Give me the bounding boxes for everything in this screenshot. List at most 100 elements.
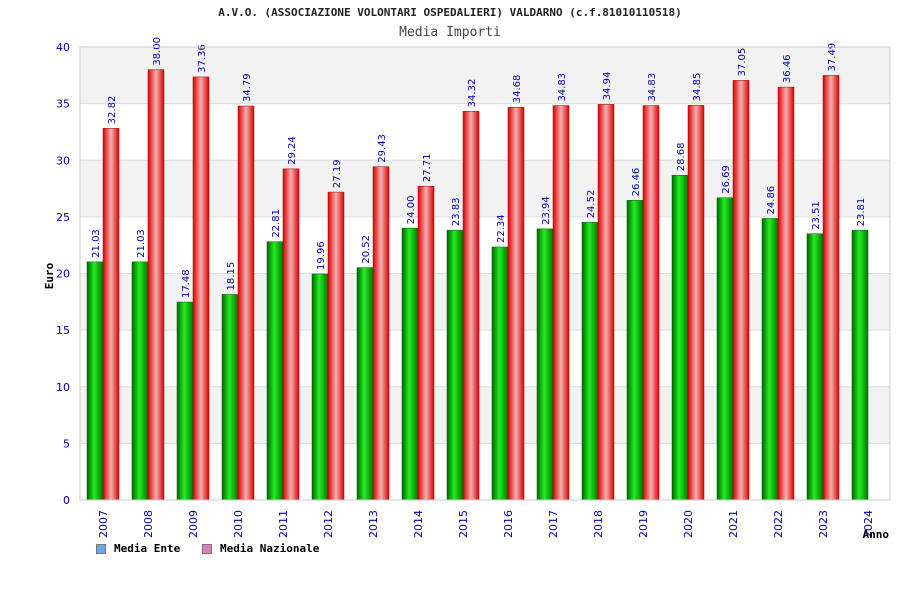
data-label: 17.48 — [181, 269, 192, 298]
data-label: 34.83 — [557, 73, 568, 102]
x-tick-label: 2007 — [97, 510, 110, 538]
y-tick-label: 20 — [56, 268, 70, 281]
data-label: 34.83 — [647, 73, 658, 102]
plot-band — [80, 47, 890, 104]
data-label: 34.68 — [512, 75, 523, 104]
plot-band — [80, 330, 890, 387]
plot-band — [80, 386, 890, 444]
data-label: 37.05 — [737, 48, 748, 77]
data-label: 23.83 — [451, 197, 462, 226]
y-tick-label: 30 — [56, 154, 70, 167]
data-label: 34.85 — [692, 73, 703, 102]
x-tick-label: 2012 — [322, 510, 335, 538]
x-tick-label: 2009 — [187, 510, 200, 538]
data-label: 27.19 — [332, 159, 343, 188]
bar-media-nazionale — [102, 128, 120, 501]
y-tick-label: 35 — [56, 98, 70, 111]
bar-media-nazionale — [327, 191, 345, 501]
bar-media-nazionale — [777, 86, 795, 501]
bar-media-ente — [266, 241, 284, 501]
y-tick-label: 5 — [63, 437, 70, 450]
data-label: 24.52 — [586, 190, 597, 219]
bar-media-ente — [311, 273, 329, 501]
data-label: 23.51 — [811, 201, 822, 230]
bar-media-ente — [581, 222, 599, 501]
bar-media-nazionale — [147, 69, 165, 501]
bar-media-nazionale — [552, 105, 570, 501]
legend-swatch-media-nazionale — [202, 543, 212, 554]
bar-media-nazionale — [462, 111, 480, 501]
x-tick-label: 2014 — [412, 510, 425, 538]
x-tick-label: 2017 — [547, 510, 560, 538]
x-axis-label: Anno — [863, 528, 890, 541]
bar-media-ente — [491, 246, 509, 501]
chart-subtitle: Media Importi — [399, 25, 501, 40]
bar-media-ente — [536, 228, 554, 501]
plot-band — [80, 216, 890, 274]
plot-band — [80, 443, 890, 500]
bar-media-ente — [401, 227, 419, 501]
bar-media-ente — [176, 301, 194, 501]
plot-frame — [79, 46, 891, 501]
x-tick-label: 2018 — [592, 510, 605, 538]
plot-band — [80, 103, 890, 161]
bar-media-ente — [671, 174, 689, 501]
bar-media-ente — [86, 261, 104, 501]
bar-media-nazionale — [507, 106, 525, 501]
bar-media-nazionale — [372, 166, 390, 501]
y-tick-label: 25 — [56, 211, 70, 224]
data-label: 22.81 — [271, 209, 282, 238]
data-label: 36.46 — [782, 54, 793, 83]
x-tick-label: 2013 — [367, 510, 380, 538]
data-label: 18.15 — [226, 262, 237, 291]
x-tick-label: 2016 — [502, 510, 515, 538]
y-tick-label: 15 — [56, 324, 70, 337]
data-label: 23.81 — [856, 198, 867, 227]
x-tick-label: 2011 — [277, 510, 290, 538]
bar-media-ente — [851, 230, 869, 501]
x-tick-label: 2020 — [682, 510, 695, 538]
data-label: 34.94 — [602, 72, 613, 101]
plot-band — [80, 273, 890, 331]
data-label: 26.46 — [631, 168, 642, 197]
data-label: 27.71 — [422, 154, 433, 183]
bar-media-ente — [221, 294, 239, 501]
bar-media-nazionale — [732, 80, 750, 501]
x-tick-label: 2010 — [232, 510, 245, 538]
data-label: 24.86 — [766, 186, 777, 215]
bar-media-nazionale — [822, 75, 840, 501]
legend-swatch-media-ente — [96, 543, 106, 554]
data-label: 21.03 — [91, 229, 102, 258]
bar-media-ente — [626, 200, 644, 501]
y-axis-label: Euro — [43, 262, 56, 289]
data-label: 37.36 — [197, 44, 208, 73]
chart-title: A.V.O. (ASSOCIAZIONE VOLONTARI OSPEDALIE… — [218, 6, 682, 19]
data-label: 26.69 — [721, 165, 732, 194]
bar-media-nazionale — [282, 168, 300, 501]
plot-band — [80, 160, 890, 217]
x-tick-label: 2015 — [457, 510, 470, 538]
legend-label-media-ente: Media Ente — [114, 542, 181, 555]
data-label: 23.94 — [541, 196, 552, 225]
x-tick-label: 2008 — [142, 510, 155, 538]
data-label: 28.68 — [676, 143, 687, 172]
y-tick-label: 10 — [56, 381, 70, 394]
legend-label-media-nazionale: Media Nazionale — [220, 542, 320, 555]
bar-media-nazionale — [642, 105, 660, 501]
bar-media-ente — [716, 197, 734, 501]
data-label: 21.03 — [136, 229, 147, 258]
y-tick-label: 40 — [56, 41, 70, 54]
y-tick-label: 0 — [63, 494, 70, 507]
data-label: 29.24 — [287, 136, 298, 165]
data-label: 34.79 — [242, 73, 253, 102]
bar-media-ente — [806, 233, 824, 501]
bar-media-ente — [761, 218, 779, 501]
bar-media-nazionale — [237, 105, 255, 501]
bar-media-ente — [446, 229, 464, 501]
bar-media-nazionale — [687, 105, 705, 501]
data-label: 19.96 — [316, 241, 327, 270]
bar-media-nazionale — [597, 104, 615, 501]
x-tick-label: 2022 — [772, 510, 785, 538]
legend-item-media-nazionale: Media Nazionale — [202, 542, 319, 555]
